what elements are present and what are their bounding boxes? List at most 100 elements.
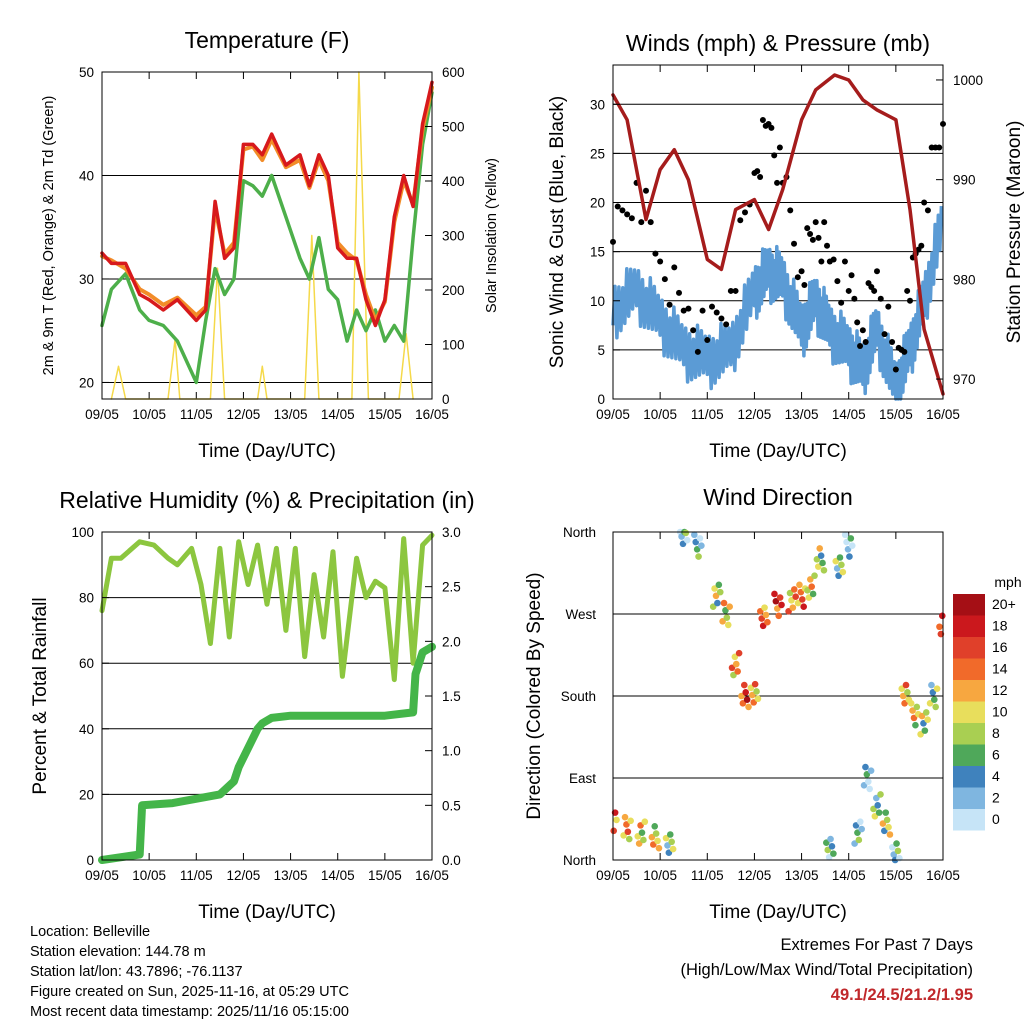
gust-point <box>771 152 778 159</box>
gust-point <box>628 215 635 222</box>
gust-point <box>838 299 845 306</box>
legend-label: 0 <box>992 811 1000 827</box>
direction-point <box>669 845 677 853</box>
legend-title: mph <box>994 574 1021 590</box>
extremes-subtitle: (High/Low/Max Wind/Total Precipitation) <box>680 961 973 979</box>
gust-point <box>830 256 837 263</box>
direction-point <box>912 721 919 729</box>
gust-point <box>815 234 822 241</box>
legend-label: 10 <box>992 704 1008 720</box>
humidity-yaxis-title: Percent & Total Rainfall <box>30 597 51 794</box>
sonic-wind-line <box>611 206 944 401</box>
direction-point <box>696 535 704 542</box>
direction-point <box>723 614 731 621</box>
plot-frame <box>612 531 944 861</box>
plot-frame <box>612 64 944 400</box>
winds-yaxis-right-title: Station Pressure (Maroon) <box>1004 121 1024 344</box>
station-info: Location: Belleville Station elevation: … <box>30 922 349 1022</box>
gust-point <box>907 297 913 304</box>
legend-swatch <box>953 637 985 659</box>
direction-point <box>882 809 890 816</box>
gust-point <box>757 173 764 180</box>
ytick-left-label: 0 <box>86 853 94 868</box>
gust-point <box>854 319 861 326</box>
gust-point <box>841 258 848 265</box>
gust-point <box>834 278 841 285</box>
humidity-xtick-label: 12/05 <box>227 868 261 883</box>
direction-point <box>862 763 869 771</box>
direction-point <box>907 699 915 707</box>
gust-point <box>801 282 808 289</box>
direction-point <box>764 618 771 626</box>
gust-point <box>874 268 880 275</box>
direction-ytick-label: South <box>561 689 596 704</box>
direction-xtick-label: 13/05 <box>785 868 819 883</box>
ytick-left-label: 25 <box>590 146 605 161</box>
direction-xtick-label: 15/05 <box>879 868 913 883</box>
gust-point <box>713 309 720 316</box>
direction-point <box>654 837 661 845</box>
gust-point <box>638 219 645 226</box>
ytick-left-label: 20 <box>79 787 94 802</box>
gust-point <box>652 250 659 257</box>
gust-point <box>881 331 888 338</box>
direction-point <box>933 685 941 693</box>
gust-point <box>901 348 908 355</box>
gust-point <box>754 168 761 175</box>
direction-point <box>836 554 844 561</box>
gust-point <box>821 219 828 226</box>
direction-point <box>936 623 943 631</box>
direction-point <box>753 688 760 695</box>
extremes-title: Extremes For Past 7 Days <box>780 936 973 954</box>
station-latlon: Station lat/lon: 43.7896; -76.1137 <box>30 964 243 980</box>
direction-xtick-label: 16/05 <box>926 868 960 883</box>
direction-point <box>761 604 768 611</box>
legend-label: 16 <box>992 639 1008 655</box>
winds-xaxis-title: Time (Day/UTC) <box>709 441 847 462</box>
legend-swatch <box>953 744 985 766</box>
relative-humidity-line <box>99 532 435 683</box>
temperature-xaxis-title: Time (Day/UTC) <box>198 441 336 462</box>
ytick-right-label: 970 <box>953 372 976 387</box>
direction-point <box>655 844 663 852</box>
direction-point <box>828 843 836 850</box>
direction-ytick-label: West <box>565 607 596 622</box>
temperature-xtick-label: 15/05 <box>368 407 402 422</box>
gust-point <box>709 303 715 310</box>
direction-point <box>641 818 649 826</box>
gust-point <box>851 295 858 302</box>
direction-point <box>883 816 891 824</box>
direction-point <box>817 552 825 559</box>
direction-xtick-label: 14/05 <box>832 868 866 883</box>
humidity-xaxis-title: Time (Day/UTC) <box>198 902 336 923</box>
direction-point <box>724 621 732 629</box>
gust-point <box>742 209 748 216</box>
direction-point <box>816 545 824 552</box>
direction-point <box>856 818 864 826</box>
gust-point <box>666 301 673 308</box>
direction-point <box>666 831 674 838</box>
direction-point <box>698 542 705 549</box>
winds-xtick-label: 16/05 <box>926 407 960 422</box>
direction-point <box>735 649 743 657</box>
direction-xaxis-title: Time (Day/UTC) <box>709 902 847 923</box>
direction-point <box>640 836 647 844</box>
temperature-2m-line <box>100 80 434 328</box>
direction-point <box>734 668 741 675</box>
direction-point <box>754 695 762 703</box>
direction-point <box>819 559 826 567</box>
ytick-right-label: 300 <box>442 229 465 244</box>
direction-point <box>864 778 872 785</box>
gust-point <box>877 295 884 302</box>
direction-point <box>651 822 659 830</box>
humidity-xtick-label: 11/05 <box>180 868 213 883</box>
temperature-xtick-label: 13/05 <box>274 407 308 422</box>
ytick-left-label: 5 <box>597 343 605 358</box>
direction-xtick-label: 10/05 <box>643 868 677 883</box>
direction-point <box>893 840 900 847</box>
legend-swatch <box>953 809 985 831</box>
winds-yaxis-left-title: Sonic Wind & Gust (Blue, Black) <box>547 96 568 368</box>
legend-label: 4 <box>992 768 1000 784</box>
direction-point <box>827 835 834 843</box>
